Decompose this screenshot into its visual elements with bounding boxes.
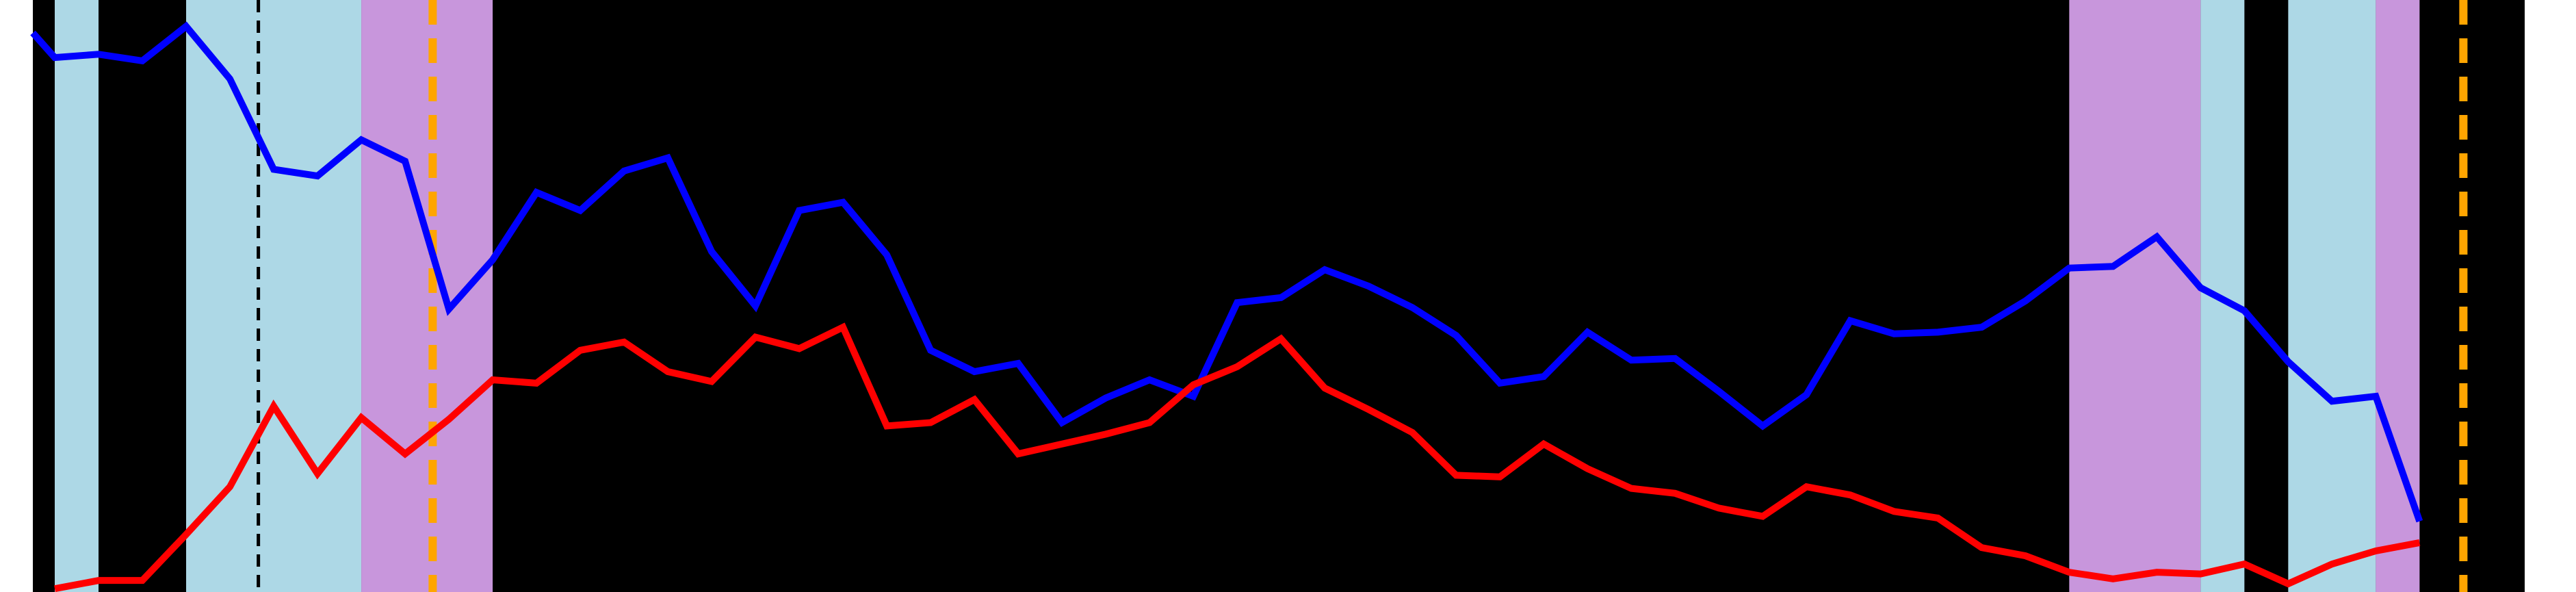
shaded-span [361, 0, 493, 592]
shaded-span [2288, 0, 2376, 592]
shaded-span [55, 0, 99, 592]
data-line [54, 322, 2421, 592]
data-line [30, 21, 2423, 523]
shaded-span [2069, 0, 2201, 592]
shaded-span [186, 0, 362, 592]
